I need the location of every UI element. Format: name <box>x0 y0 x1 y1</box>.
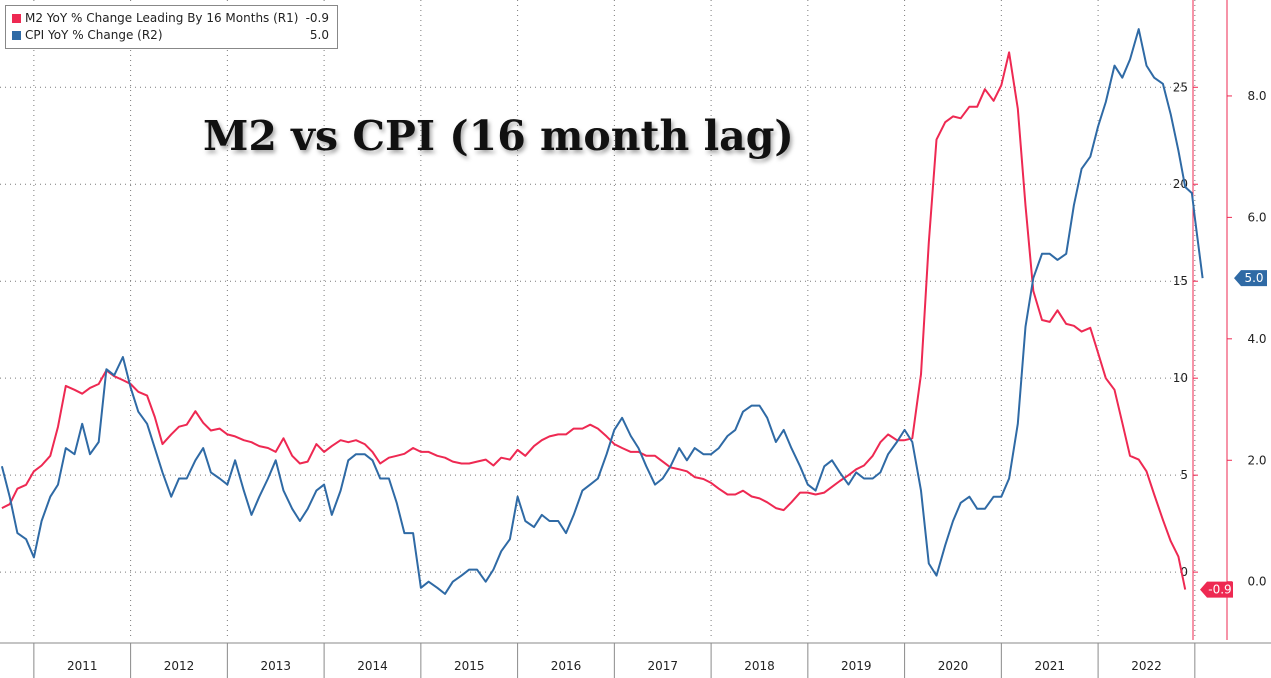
r2-tick-label: 8.0 <box>1247 89 1266 103</box>
r2-tick-label: 4.0 <box>1247 332 1266 346</box>
r1-tick-label: 15 <box>1173 274 1188 288</box>
legend-label-cpi: CPI YoY % Change (R2) <box>25 28 163 42</box>
last-value-tags: -0.9 5.0 <box>1200 270 1267 598</box>
x-tick-label: 2012 <box>164 659 195 673</box>
legend-value-cpi: 5.0 <box>309 28 329 42</box>
last-value-tag-cpi: 5.0 <box>1234 270 1267 287</box>
series-line-cpi <box>0 28 1204 595</box>
x-tick-label: 2018 <box>744 659 775 673</box>
legend-swatch-m2 <box>12 14 21 23</box>
r1-tick-label: 10 <box>1173 371 1188 385</box>
x-tick-label: 2011 <box>67 659 98 673</box>
x-tick-label: 2017 <box>647 659 678 673</box>
legend: M2 YoY % Change Leading By 16 Months (R1… <box>5 5 338 49</box>
r2-tick-label: 2.0 <box>1247 453 1266 467</box>
x-tick-label: 2016 <box>551 659 582 673</box>
x-tick-label: 2015 <box>454 659 485 673</box>
last-value-tag-m2-text: -0.9 <box>1208 583 1231 597</box>
x-tick-label: 2019 <box>841 659 872 673</box>
legend-value-m2: -0.9 <box>305 11 329 25</box>
r1-tick-label: 25 <box>1173 80 1188 94</box>
chart-title: M2 vs CPI (16 month lag) <box>203 112 794 160</box>
legend-item-m2: M2 YoY % Change Leading By 16 Months (R1… <box>12 10 329 26</box>
r1-tick-label: 0 <box>1180 565 1188 579</box>
r1-tick-label: 5 <box>1180 468 1188 482</box>
series-line-m2 <box>1 51 1187 590</box>
legend-item-cpi: CPI YoY % Change (R2) 5.0 <box>12 27 329 43</box>
last-value-tag-m2-bg <box>1200 581 1233 598</box>
gridlines <box>0 0 1196 640</box>
x-tick-label: 2014 <box>357 659 388 673</box>
x-tick-label: 2020 <box>938 659 969 673</box>
x-tick-label: 2022 <box>1131 659 1162 673</box>
last-value-tag-m2: -0.9 <box>1200 581 1233 598</box>
r2-tick-label: 0.0 <box>1247 575 1266 589</box>
last-value-tag-cpi-bg <box>1234 270 1267 287</box>
r1-tick-label: 20 <box>1173 177 1188 191</box>
legend-label-m2: M2 YoY % Change Leading By 16 Months (R1… <box>25 11 299 25</box>
x-tick-label: 2021 <box>1034 659 1065 673</box>
legend-swatch-cpi <box>12 31 21 40</box>
last-value-tag-cpi-text: 5.0 <box>1244 271 1263 285</box>
x-tick-label: 2013 <box>260 659 291 673</box>
r2-tick-label: 6.0 <box>1247 210 1266 224</box>
series-lines <box>0 28 1204 595</box>
